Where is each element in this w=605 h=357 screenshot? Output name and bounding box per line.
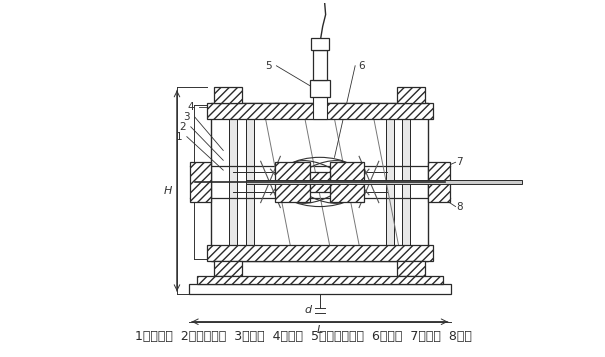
Bar <box>310 80 330 97</box>
Bar <box>313 79 327 119</box>
Text: 2: 2 <box>180 122 186 132</box>
Text: 1．球轴承  2．前导向件  3．涨圈  4．壳体  5．前置放大器  6．叶轮  7．轴承  8．轴: 1．球轴承 2．前导向件 3．涨圈 4．壳体 5．前置放大器 6．叶轮 7．轴承… <box>134 330 471 343</box>
Bar <box>206 103 433 119</box>
Bar <box>229 119 237 245</box>
Bar <box>246 119 253 245</box>
Bar <box>214 87 242 103</box>
Text: 1: 1 <box>175 132 182 142</box>
Bar <box>206 245 433 261</box>
Bar <box>311 38 329 50</box>
Bar <box>190 162 211 202</box>
Text: 3: 3 <box>183 112 190 122</box>
Text: H: H <box>164 186 172 196</box>
Text: d: d <box>304 305 312 315</box>
Bar <box>189 284 451 294</box>
Text: 4: 4 <box>188 102 194 112</box>
Bar <box>275 162 310 202</box>
Bar <box>330 162 364 202</box>
Bar <box>402 119 410 245</box>
Bar <box>428 162 450 202</box>
Bar <box>313 50 327 80</box>
Bar <box>246 180 522 184</box>
Bar <box>214 261 242 276</box>
Text: 8: 8 <box>456 202 463 212</box>
Bar <box>211 103 428 261</box>
Bar <box>397 87 425 103</box>
Text: L: L <box>316 325 323 335</box>
Text: 5: 5 <box>265 61 272 71</box>
Bar <box>310 172 330 192</box>
Bar <box>197 276 443 284</box>
Bar <box>385 119 394 245</box>
Text: 6: 6 <box>358 61 364 71</box>
Bar <box>397 261 425 276</box>
Text: 7: 7 <box>456 157 463 167</box>
